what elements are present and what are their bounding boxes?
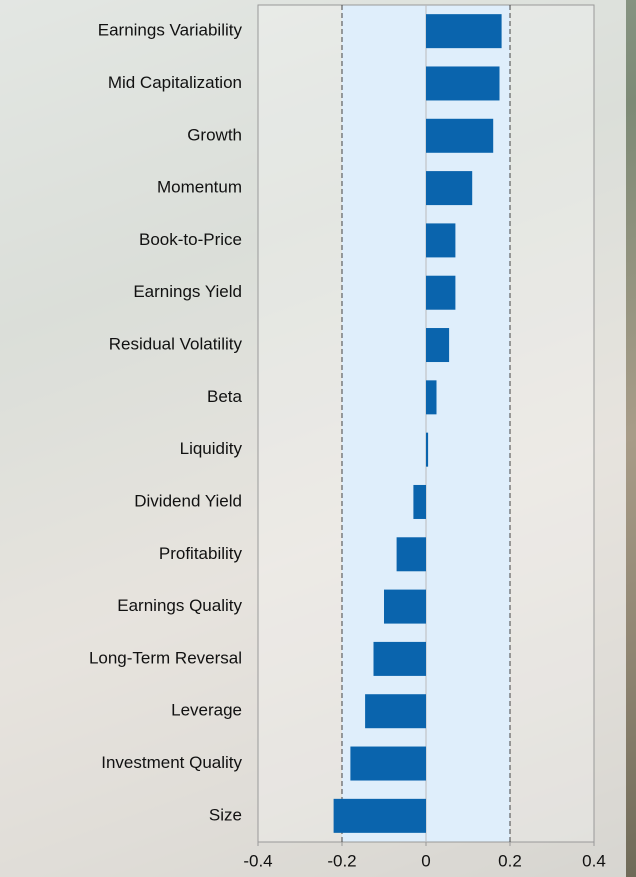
y-tick-label: Earnings Yield: [133, 282, 242, 301]
y-tick-label: Liquidity: [180, 439, 243, 458]
y-tick-label: Beta: [207, 387, 243, 406]
bar: [384, 589, 426, 624]
bar: [426, 223, 456, 258]
y-tick-label: Momentum: [157, 178, 242, 197]
y-tick-label: Earnings Quality: [117, 596, 242, 615]
y-tick-label: Growth: [187, 125, 242, 144]
x-tick-label: -0.2: [327, 851, 356, 870]
y-tick-label: Long-Term Reversal: [89, 648, 242, 667]
bar: [426, 66, 500, 101]
y-tick-label: Residual Volatility: [109, 335, 243, 354]
bar: [365, 694, 426, 729]
x-tick-label: 0: [421, 851, 430, 870]
bar: [426, 432, 429, 467]
bar: [350, 746, 426, 781]
bar: [426, 328, 450, 363]
y-tick-label: Dividend Yield: [134, 491, 242, 510]
y-tick-label: Size: [209, 805, 242, 824]
x-tick-label: -0.4: [243, 851, 272, 870]
x-tick-label: 0.4: [582, 851, 606, 870]
x-tick-label: 0.2: [498, 851, 522, 870]
bar: [396, 537, 426, 572]
bar: [426, 275, 456, 310]
bar: [426, 118, 494, 153]
bar: [373, 641, 426, 676]
bar: [426, 171, 473, 206]
y-tick-label: Profitability: [159, 544, 243, 563]
y-tick-label: Earnings Variability: [98, 21, 243, 40]
y-tick-label: Mid Capitalization: [108, 73, 242, 92]
y-tick-label: Investment Quality: [101, 753, 242, 772]
bar: [426, 380, 437, 415]
y-tick-label: Leverage: [171, 701, 242, 720]
bar: [426, 14, 502, 49]
bar: [333, 798, 426, 833]
y-tick-label: Book-to-Price: [139, 230, 242, 249]
bar: [413, 484, 426, 519]
